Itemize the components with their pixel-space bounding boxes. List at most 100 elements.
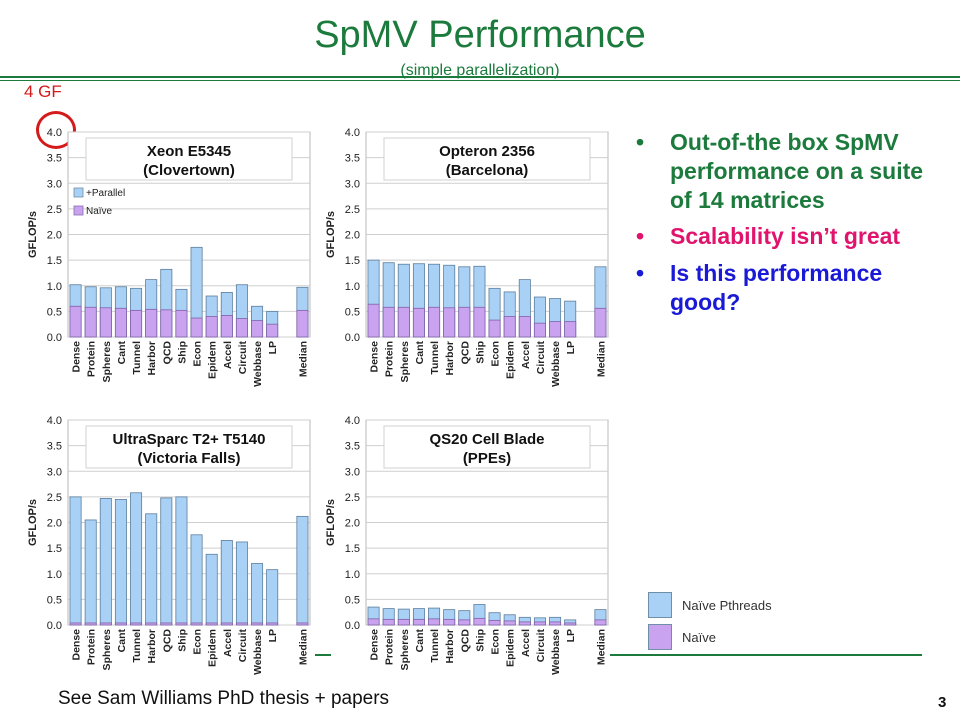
chart-2-xtick-label: QCD [161, 629, 173, 653]
chart-0-xtick-label: Tunnel [131, 341, 143, 375]
chart-2-bar-naive [251, 622, 264, 626]
chart-3-xtick-label: Ship [474, 629, 486, 652]
chart-3-ytick-label: 3.5 [345, 441, 360, 453]
chart-0-xtick-label: Accel [222, 341, 234, 369]
title-rule-top [0, 76, 960, 78]
chart-1-xtick-label: Median [595, 341, 607, 377]
chart-2-ytick-label: 2.5 [47, 492, 62, 504]
chart-0-subtitle: (Clovertown) [143, 162, 235, 179]
chart-1-xtick-label: Accel [520, 341, 532, 369]
chart-3-bar-naive [533, 621, 546, 626]
chart-2-bar-parallel [251, 563, 264, 626]
chart-1-bar-naive [533, 322, 546, 338]
chart-3-title: QS20 Cell Blade [429, 431, 544, 448]
chart-2-bar-parallel [235, 541, 248, 626]
chart-3-xtick-label: Dense [369, 629, 381, 661]
slide-title: SpMV Performance [314, 14, 646, 56]
annotation-4gf: 4 GF [24, 82, 62, 101]
chart-2-bar-parallel [130, 492, 143, 626]
chart-0-xtick-label: QCD [161, 341, 173, 365]
chart-2-xtick-label: Cant [116, 629, 128, 653]
chart-1-bar-naive [473, 306, 486, 338]
chart-1-ytick-label: 4.0 [345, 127, 360, 139]
chart-0-bar-naive [220, 315, 233, 338]
chart-2-bar-parallel [266, 569, 279, 626]
chart-1-xtick-label: QCD [459, 341, 471, 365]
chart-3-xtick-label: Spheres [399, 629, 411, 671]
chart-0-legend-swatch [73, 205, 84, 216]
chart-1-xtick-label: Tunnel [429, 341, 441, 375]
bullet-dot: • [636, 260, 645, 286]
chart-0-xtick-label: LP [267, 341, 279, 354]
chart-2-xtick-label: Accel [222, 629, 234, 657]
chart-0-ytick-label: 1.0 [47, 281, 62, 293]
chart-2-xtick-label: Ship [176, 629, 188, 652]
chart-1-ytick-label: 2.0 [345, 230, 360, 242]
chart-2-ytick-label: 0.5 [47, 594, 62, 606]
bullet-dot: • [636, 129, 645, 155]
chart-1-ytick-label: 1.5 [345, 255, 360, 267]
chart-2-bar-naive [175, 622, 188, 626]
chart-2-bar-parallel [69, 496, 82, 626]
chart-1-xtick-label: Harbor [444, 341, 456, 375]
chart-0-ytick-label: 1.5 [47, 255, 62, 267]
chart-2-xtick-label: LP [267, 629, 279, 642]
chart-1-ytick-label: 3.5 [345, 153, 360, 165]
legend-swatch-pthreads [648, 592, 672, 618]
chart-3-bar-naive [564, 622, 577, 626]
chart-1-xtick-label: Epidem [505, 341, 517, 379]
chart-3-bar-naive [428, 618, 441, 626]
chart-2-bar-parallel [296, 515, 309, 626]
chart-1-bar-naive [549, 321, 562, 338]
chart-2-bar-naive [205, 622, 218, 626]
chart-3-xtick-label: Circuit [535, 629, 547, 663]
chart-2-bar-naive [296, 622, 309, 626]
chart-0-bar-naive [235, 318, 248, 338]
chart-0-xtick-label: Spheres [101, 341, 113, 383]
chart-2-xtick-label: Dense [71, 629, 83, 661]
chart-0-ytick-label: 2.0 [47, 230, 62, 242]
slide-subtitle: (simple parallelization) [400, 62, 560, 79]
chart-0-title-box [85, 137, 293, 181]
chart-1-xtick-label: Circuit [535, 341, 547, 375]
chart-1-ytick-label: 3.0 [345, 178, 360, 190]
chart-0-xtick-label: Circuit [237, 341, 249, 375]
chart-0-bar-naive [69, 305, 82, 338]
chart-1-xtick-label: Spheres [399, 341, 411, 383]
chart-3-xtick-label: Econ [490, 629, 502, 655]
chart-0-xtick-label: Epidem [207, 341, 219, 379]
chart-0-ytick-label: 3.5 [47, 153, 62, 165]
chart-2-ytick-label: 1.0 [47, 569, 62, 581]
chart-3-xtick-label: Webbase [550, 629, 562, 675]
chart-0-ytick-label: 0.5 [47, 306, 62, 318]
chart-3-ytick-label: 3.0 [345, 466, 360, 478]
chart-1-ytick-label: 0.5 [345, 306, 360, 318]
chart-0-ytick-label: 2.5 [47, 204, 62, 216]
chart-0-bar-naive [99, 307, 112, 338]
chart-2-bar-parallel [99, 498, 112, 626]
chart-1-ytick-label: 1.0 [345, 281, 360, 293]
chart-2-ytick-label: 3.0 [47, 466, 62, 478]
chart-1-title: Opteron 2356 [439, 143, 535, 160]
chart-2-xtick-label: Webbase [252, 629, 264, 675]
chart-0-ytick-label: 3.0 [47, 178, 62, 190]
divider [610, 654, 922, 656]
chart-2-ytick-label: 3.5 [47, 441, 62, 453]
chart-3-xtick-label: Tunnel [429, 629, 441, 663]
chart-0-xtick-label: Dense [71, 341, 83, 373]
legend-item-naive: Naïve [648, 622, 772, 652]
divider [315, 654, 331, 656]
chart-1-bar-naive [428, 306, 441, 338]
chart-3-xtick-label: QCD [459, 629, 471, 653]
chart-3-bar-naive [518, 621, 531, 626]
chart-2-bar-naive [69, 622, 82, 626]
footer-note: See Sam Williams PhD thesis + papers [58, 688, 390, 709]
chart-2-bar-naive [130, 622, 143, 626]
chart-3-bar-naive [443, 618, 456, 626]
chart-2-xtick-label: Tunnel [131, 629, 143, 663]
chart-3-bar-naive [488, 619, 501, 626]
chart-1-bar-naive [397, 306, 410, 338]
chart-0-xtick-label: Cant [116, 341, 128, 365]
bullet-item: • Is this performance good? [636, 259, 946, 317]
chart-0-ylabel: GFLOP/s [27, 211, 39, 258]
